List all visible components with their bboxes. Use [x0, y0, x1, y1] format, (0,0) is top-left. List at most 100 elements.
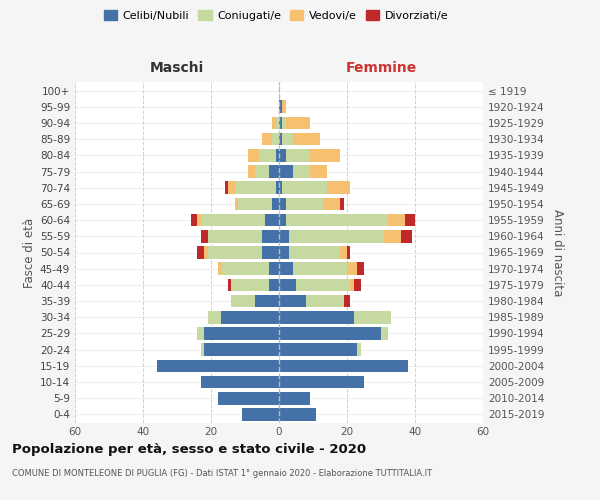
- Bar: [289, 230, 385, 242]
- Bar: [388, 214, 405, 226]
- Bar: [279, 327, 381, 340]
- Bar: [221, 311, 279, 324]
- Bar: [235, 182, 275, 194]
- Bar: [283, 182, 326, 194]
- Text: Femmine: Femmine: [346, 61, 416, 75]
- Bar: [201, 344, 204, 356]
- Bar: [381, 327, 388, 340]
- Legend: Celibi/Nubili, Coniugati/e, Vedovi/e, Divorziati/e: Celibi/Nubili, Coniugati/e, Vedovi/e, Di…: [100, 6, 452, 25]
- Bar: [204, 246, 208, 259]
- Bar: [340, 246, 347, 259]
- Bar: [323, 198, 340, 210]
- Bar: [232, 295, 255, 308]
- Bar: [228, 182, 235, 194]
- Bar: [279, 392, 310, 404]
- Y-axis label: Fasce di età: Fasce di età: [23, 218, 36, 288]
- Bar: [204, 344, 279, 356]
- Bar: [279, 116, 283, 130]
- Bar: [279, 262, 293, 275]
- Bar: [347, 246, 350, 259]
- Bar: [208, 230, 262, 242]
- Bar: [269, 262, 279, 275]
- Bar: [279, 311, 354, 324]
- Bar: [289, 246, 340, 259]
- Bar: [191, 214, 197, 226]
- Bar: [279, 246, 289, 259]
- Bar: [201, 230, 208, 242]
- Bar: [385, 230, 401, 242]
- Bar: [242, 408, 279, 420]
- Bar: [238, 198, 272, 210]
- Bar: [279, 230, 289, 242]
- Bar: [262, 133, 272, 145]
- Bar: [279, 278, 296, 291]
- Bar: [248, 149, 259, 162]
- Bar: [272, 133, 279, 145]
- Bar: [262, 230, 279, 242]
- Bar: [326, 182, 350, 194]
- Text: Popolazione per età, sesso e stato civile - 2020: Popolazione per età, sesso e stato civil…: [12, 442, 366, 456]
- Bar: [269, 165, 279, 178]
- Bar: [357, 344, 361, 356]
- Bar: [283, 100, 286, 113]
- Bar: [340, 198, 344, 210]
- Bar: [262, 246, 279, 259]
- Bar: [269, 278, 279, 291]
- Bar: [293, 262, 347, 275]
- Bar: [157, 360, 279, 372]
- Bar: [275, 116, 279, 130]
- Bar: [401, 230, 412, 242]
- Bar: [197, 327, 204, 340]
- Bar: [283, 133, 293, 145]
- Bar: [197, 246, 204, 259]
- Bar: [279, 149, 286, 162]
- Bar: [218, 262, 221, 275]
- Bar: [221, 262, 269, 275]
- Bar: [272, 198, 279, 210]
- Bar: [279, 295, 306, 308]
- Bar: [201, 376, 279, 388]
- Bar: [275, 182, 279, 194]
- Bar: [275, 149, 279, 162]
- Bar: [354, 311, 391, 324]
- Bar: [279, 376, 364, 388]
- Bar: [279, 198, 286, 210]
- Bar: [279, 408, 316, 420]
- Bar: [279, 133, 283, 145]
- Y-axis label: Anni di nascita: Anni di nascita: [551, 209, 564, 296]
- Bar: [197, 214, 201, 226]
- Bar: [286, 214, 388, 226]
- Bar: [235, 198, 238, 210]
- Bar: [255, 295, 279, 308]
- Bar: [286, 149, 310, 162]
- Bar: [272, 116, 275, 130]
- Bar: [350, 278, 354, 291]
- Bar: [255, 165, 269, 178]
- Bar: [306, 295, 344, 308]
- Bar: [279, 182, 283, 194]
- Bar: [224, 182, 228, 194]
- Text: COMUNE DI MONTELEONE DI PUGLIA (FG) - Dati ISTAT 1° gennaio 2020 - Elaborazione : COMUNE DI MONTELEONE DI PUGLIA (FG) - Da…: [12, 469, 432, 478]
- Bar: [248, 165, 255, 178]
- Bar: [286, 198, 323, 210]
- Bar: [357, 262, 364, 275]
- Bar: [405, 214, 415, 226]
- Bar: [208, 246, 262, 259]
- Bar: [228, 278, 232, 291]
- Bar: [201, 214, 265, 226]
- Bar: [265, 214, 279, 226]
- Bar: [279, 165, 293, 178]
- Bar: [232, 278, 269, 291]
- Bar: [296, 278, 350, 291]
- Bar: [293, 133, 320, 145]
- Bar: [347, 262, 357, 275]
- Bar: [283, 116, 286, 130]
- Bar: [279, 360, 408, 372]
- Bar: [204, 327, 279, 340]
- Text: Maschi: Maschi: [150, 61, 204, 75]
- Bar: [208, 311, 221, 324]
- Bar: [310, 149, 340, 162]
- Bar: [218, 392, 279, 404]
- Bar: [279, 100, 283, 113]
- Bar: [344, 295, 350, 308]
